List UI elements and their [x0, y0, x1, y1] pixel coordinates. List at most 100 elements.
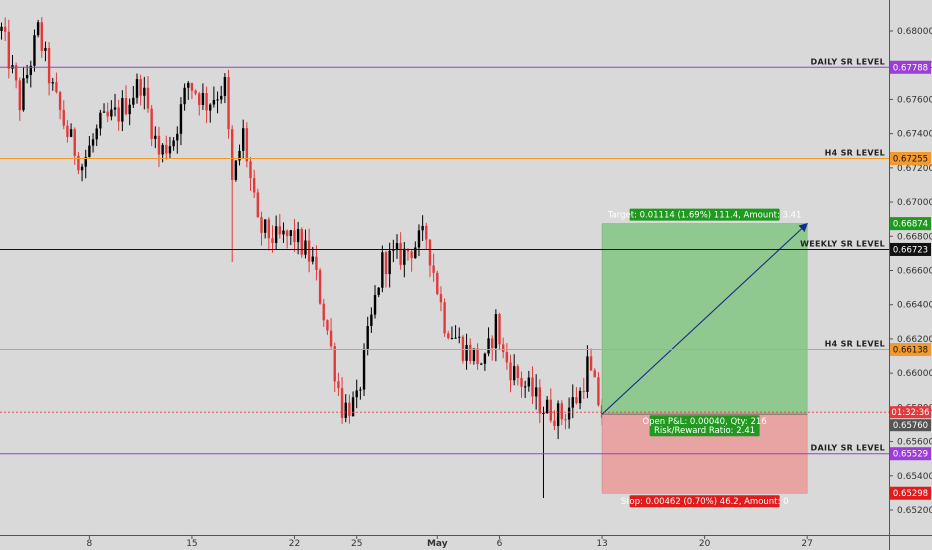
current-time-tag [890, 406, 931, 419]
current-price-tag [890, 419, 931, 432]
candle-body [263, 219, 267, 233]
candle-body [146, 87, 150, 109]
candle-body [40, 22, 43, 51]
sr-level-tag [890, 60, 931, 74]
x-tick-label: 8 [87, 539, 93, 549]
candle-body [505, 351, 509, 363]
y-tick-label: 0.65200 [897, 506, 932, 516]
candle-body [381, 252, 384, 288]
candle-body [421, 225, 424, 231]
candle-body [545, 399, 549, 414]
candle-body [403, 248, 406, 265]
candle-body [58, 92, 62, 110]
sr-level-label: WEEKLY SR LEVEL [800, 239, 885, 248]
candle-body [128, 104, 131, 115]
pnl-box [649, 415, 760, 437]
candle-body [198, 93, 201, 105]
target-label-text: Target: 0.01114 (1.69%) 111.4, Amount: 3… [607, 211, 802, 221]
x-tick-label: May [427, 539, 448, 549]
sr-level-label: DAILY SR LEVEL [811, 444, 885, 453]
candle-body [527, 377, 531, 387]
candle-body [14, 65, 18, 81]
candle-body [3, 26, 7, 32]
candle-body [209, 104, 212, 111]
sr-level-tag-text: 0.66138 [893, 346, 928, 356]
candle-body [461, 336, 465, 361]
candle-body [249, 161, 252, 179]
candle-body [121, 98, 124, 122]
candle-body [285, 230, 289, 237]
sr-level-label: H4 SR LEVEL [825, 340, 885, 349]
candle-body [234, 160, 238, 180]
candle-body [531, 377, 534, 397]
sr-level-tag [890, 343, 931, 357]
y-tick-label: 0.66000 [897, 369, 932, 379]
candle-body [201, 92, 205, 105]
y-tick-label: 0.66800 [897, 232, 932, 242]
position-axis-tag-text: 0.66874 [893, 220, 928, 230]
candle-body [560, 403, 563, 420]
candle-body [293, 230, 296, 243]
candle-body [304, 240, 307, 255]
candle-body [359, 389, 362, 391]
candle-body [509, 362, 512, 381]
candle-body [190, 82, 194, 91]
candle-body [110, 109, 113, 117]
candle-body [476, 348, 479, 365]
candle-body [150, 108, 153, 139]
sr-level-label: DAILY SR LEVEL [811, 57, 885, 66]
candle-body [176, 133, 179, 141]
candle-body [340, 388, 344, 418]
candle-body [326, 320, 329, 331]
y-tick-label: 0.65600 [897, 438, 932, 448]
candle-body [274, 226, 278, 243]
sr-level-tag-text: 0.66723 [893, 245, 928, 255]
position-axis-tag [890, 217, 931, 231]
candle-body [282, 230, 285, 235]
trend-arrow [601, 222, 808, 415]
candle-body [443, 302, 446, 334]
candle-body [597, 377, 600, 406]
candle-body [66, 125, 69, 137]
candle-body [351, 397, 355, 417]
candle-body [124, 98, 128, 115]
y-tick-label: 0.65400 [897, 472, 932, 482]
candle-body [241, 128, 245, 151]
sr-level-tag [890, 151, 931, 165]
candle-body [220, 95, 223, 100]
candle-body [491, 338, 494, 349]
candle-body [344, 402, 347, 418]
candle-body [183, 87, 186, 105]
candle-body [469, 344, 472, 361]
candle-body [516, 366, 520, 378]
candle-body [84, 157, 87, 167]
candle-body [157, 135, 161, 155]
candle-body [384, 252, 388, 275]
current-price-text: 0.65760 [893, 421, 928, 431]
candle-body [260, 217, 263, 233]
candle-body [348, 402, 351, 417]
candle-body [567, 407, 571, 420]
candle-body [102, 111, 106, 113]
candle-body [377, 287, 380, 295]
pnl-text: Open P&L: 0.00040, Qty: 216 [642, 417, 766, 427]
candle-body [520, 377, 523, 387]
candle-body [154, 135, 157, 139]
sr-level-tag-text: 0.67255 [893, 154, 928, 164]
candle-body [322, 303, 325, 321]
candle-body [589, 356, 593, 371]
candle-body [139, 79, 142, 96]
candle-body [311, 256, 314, 262]
position-axis-tag [890, 486, 931, 500]
y-tick-label: 0.67400 [897, 130, 932, 140]
candle-body [410, 251, 413, 259]
x-tick-label: 20 [699, 539, 711, 549]
candle-body [436, 272, 439, 295]
candle-body [487, 338, 490, 354]
candle-body [29, 65, 32, 75]
candle-body [44, 47, 47, 51]
candle-body [534, 387, 538, 397]
candle-body [553, 420, 556, 426]
